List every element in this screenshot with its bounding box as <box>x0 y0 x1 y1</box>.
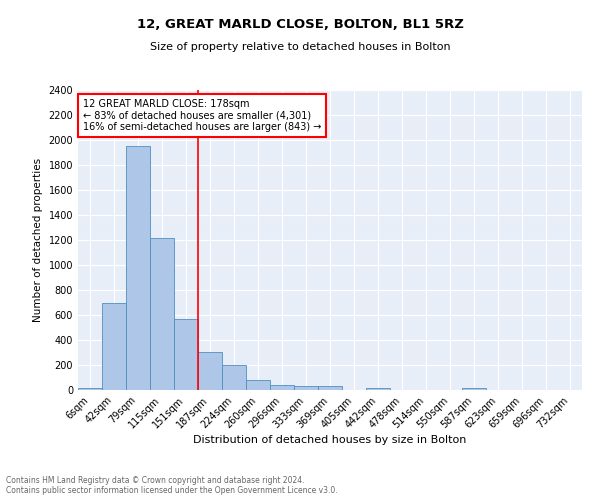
Text: Contains HM Land Registry data © Crown copyright and database right 2024.
Contai: Contains HM Land Registry data © Crown c… <box>6 476 338 495</box>
Bar <box>222 365 246 390</box>
Bar <box>198 352 222 390</box>
Text: 12 GREAT MARLD CLOSE: 178sqm
← 83% of detached houses are smaller (4,301)
16% of: 12 GREAT MARLD CLOSE: 178sqm ← 83% of de… <box>83 99 322 132</box>
X-axis label: Distribution of detached houses by size in Bolton: Distribution of detached houses by size … <box>193 436 467 446</box>
Bar <box>294 386 318 390</box>
Bar <box>78 388 102 390</box>
Bar <box>174 319 198 390</box>
Bar <box>246 380 270 390</box>
Bar <box>150 238 174 390</box>
Text: 12, GREAT MARLD CLOSE, BOLTON, BL1 5RZ: 12, GREAT MARLD CLOSE, BOLTON, BL1 5RZ <box>137 18 463 30</box>
Bar <box>102 302 126 390</box>
Bar <box>366 388 390 390</box>
Bar <box>462 388 486 390</box>
Bar <box>318 386 342 390</box>
Bar <box>270 385 294 390</box>
Bar <box>126 146 150 390</box>
Y-axis label: Number of detached properties: Number of detached properties <box>33 158 43 322</box>
Text: Size of property relative to detached houses in Bolton: Size of property relative to detached ho… <box>149 42 451 52</box>
